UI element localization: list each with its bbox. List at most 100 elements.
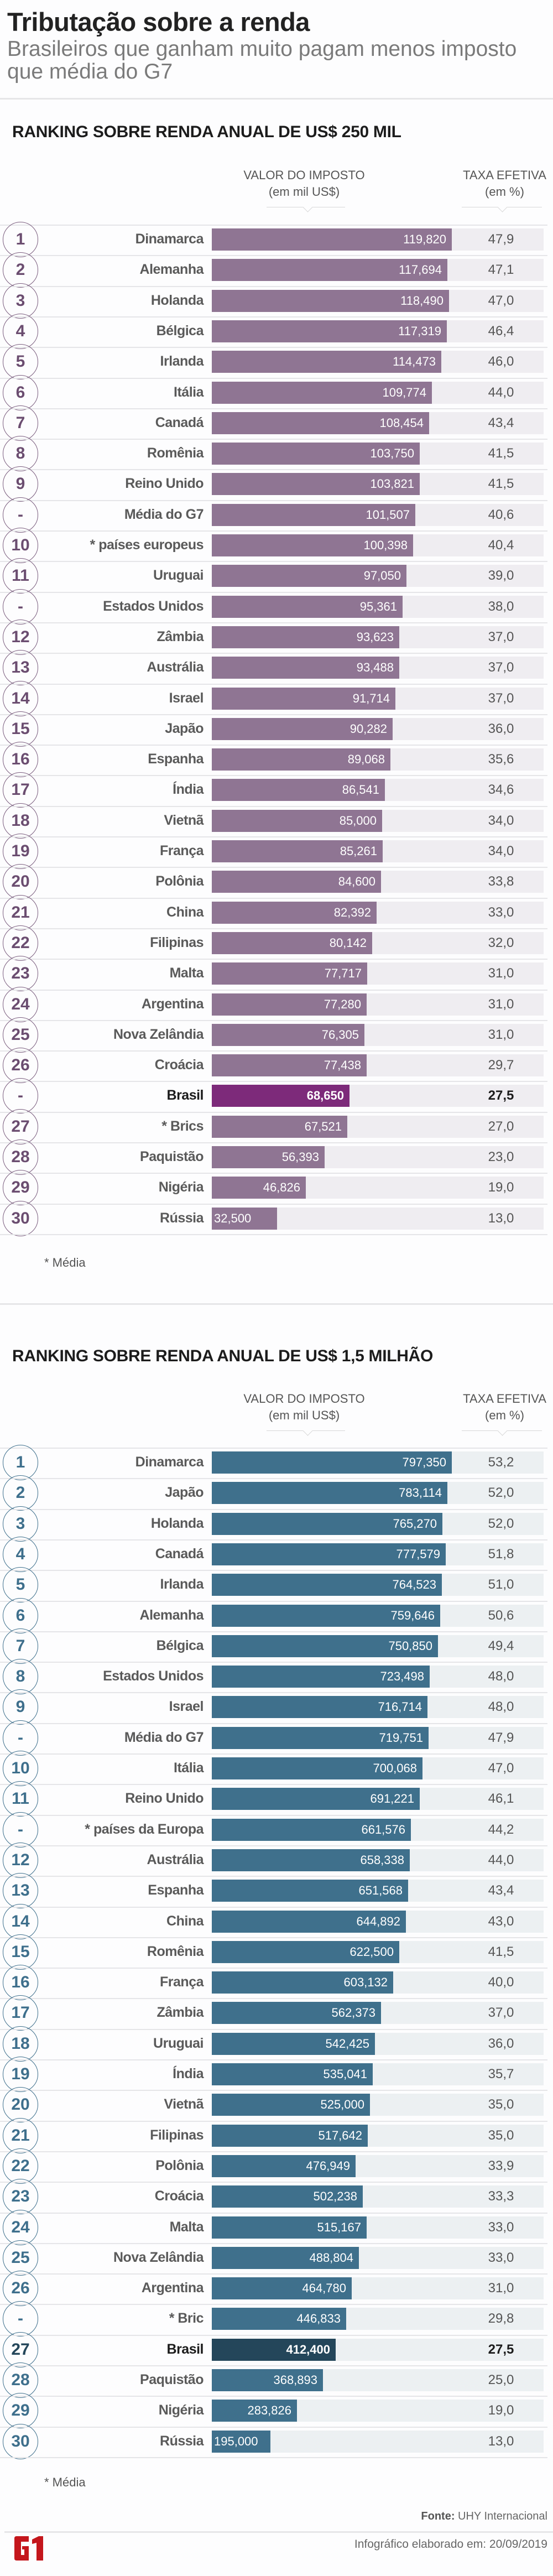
value-bar: 77,438 bbox=[212, 1054, 367, 1077]
value-bar: 108,454 bbox=[212, 412, 429, 434]
value-bar: 515,167 bbox=[212, 2216, 367, 2239]
row-divider bbox=[0, 1906, 547, 1908]
value-bar: 77,717 bbox=[212, 962, 367, 985]
row-divider bbox=[0, 959, 547, 960]
value-bar: 100,398 bbox=[212, 534, 413, 556]
rank-badge: 29 bbox=[3, 2393, 38, 2429]
value-bar: 764,523 bbox=[212, 1574, 442, 1596]
rate-value: 38,0 bbox=[488, 599, 514, 614]
row-divider bbox=[0, 1662, 547, 1663]
country-name: Itália bbox=[174, 1760, 204, 1776]
country-name: Uruguai bbox=[153, 2035, 204, 2051]
row-divider bbox=[0, 1448, 547, 1449]
row-divider bbox=[0, 2059, 547, 2060]
rate-value: 39,0 bbox=[488, 568, 514, 584]
row-divider bbox=[0, 499, 547, 501]
value-bar: 103,821 bbox=[212, 473, 420, 496]
row-divider bbox=[0, 347, 547, 348]
rate-value: 44,0 bbox=[488, 1852, 514, 1867]
rate-value: 52,0 bbox=[488, 1516, 514, 1531]
rate-value: 51,0 bbox=[488, 1577, 514, 1593]
country-name: Paquistão bbox=[140, 1149, 204, 1164]
rate-value: 37,0 bbox=[488, 629, 514, 644]
rate-value: 34,0 bbox=[488, 813, 514, 828]
row-divider bbox=[0, 1478, 547, 1480]
row-divider bbox=[0, 1081, 547, 1083]
country-name: * Brics bbox=[161, 1118, 204, 1134]
value-bar: 82,392 bbox=[212, 901, 377, 924]
rank-badge: 17 bbox=[3, 772, 38, 808]
value-bar: 56,393 bbox=[212, 1146, 325, 1168]
source-value: UHY Internacional bbox=[458, 2510, 547, 2522]
row-divider bbox=[0, 2182, 547, 2183]
source-label: Fonte: bbox=[421, 2510, 455, 2522]
value-bar: 95,361 bbox=[212, 595, 403, 618]
rate-value: 35,0 bbox=[488, 2127, 514, 2143]
value-bar: 32,500 bbox=[212, 1207, 277, 1230]
row-divider bbox=[0, 1539, 547, 1541]
value-bar: 661,576 bbox=[212, 1818, 411, 1841]
rate-value: 27,5 bbox=[488, 1088, 514, 1104]
rate-value: 36,0 bbox=[488, 2036, 514, 2051]
rank-badge: 22 bbox=[3, 925, 38, 961]
value-bar: 195,000 bbox=[212, 2430, 270, 2453]
rate-value: 36,0 bbox=[488, 721, 514, 736]
country-name: * países europeus bbox=[90, 537, 204, 553]
rate-value: 33,8 bbox=[488, 874, 514, 889]
value-bar: 90,282 bbox=[212, 717, 393, 740]
source-credit: Fonte: UHY Internacional bbox=[421, 2510, 547, 2523]
section-title: RANKING SOBRE RENDA ANUAL DE US$ 1,5 MIL… bbox=[12, 1347, 434, 1365]
rank-badge: 24 bbox=[3, 2209, 38, 2245]
country-name: Dinamarca bbox=[135, 1454, 204, 1470]
country-name: Holanda bbox=[150, 1515, 204, 1531]
row-divider bbox=[0, 683, 547, 685]
country-name: Bélgica bbox=[156, 1637, 204, 1653]
footnote: * Média bbox=[44, 2475, 86, 2489]
rate-value: 47,9 bbox=[488, 232, 514, 247]
rate-value: 34,6 bbox=[488, 782, 514, 798]
header-divider bbox=[0, 98, 553, 100]
row-divider bbox=[0, 2242, 547, 2244]
row-divider bbox=[0, 530, 547, 532]
rate-value: 47,9 bbox=[488, 1730, 514, 1745]
rank-badge: - bbox=[3, 1078, 38, 1114]
rank-badge: 18 bbox=[3, 803, 38, 839]
rate-value: 27,0 bbox=[488, 1118, 514, 1134]
country-name: Japão bbox=[165, 1485, 204, 1501]
country-name: Argentina bbox=[141, 996, 204, 1012]
rate-value: 51,8 bbox=[488, 1546, 514, 1562]
country-name: Rússia bbox=[160, 2433, 204, 2449]
rank-badge: 11 bbox=[3, 558, 38, 594]
value-column-title: VALOR DO IMPOSTO bbox=[243, 168, 365, 182]
row-divider bbox=[0, 2457, 547, 2458]
footnote: * Média bbox=[44, 1256, 86, 1269]
page-subtitle: Brasileiros que ganham muito pagam menos… bbox=[7, 37, 517, 84]
row-divider bbox=[0, 2090, 547, 2091]
rate-value: 19,0 bbox=[488, 1180, 514, 1195]
rank-badge: 24 bbox=[3, 986, 38, 1022]
country-name: Austrália bbox=[147, 659, 204, 675]
rate-value: 44,2 bbox=[488, 1822, 514, 1837]
rate-value: 33,3 bbox=[488, 2189, 514, 2204]
row-divider bbox=[0, 1937, 547, 1938]
value-bar: 797,350 bbox=[212, 1451, 452, 1474]
rate-value: 37,0 bbox=[488, 2005, 514, 2021]
rate-value: 34,0 bbox=[488, 844, 514, 858]
value-bar: 80,142 bbox=[212, 931, 372, 954]
row-divider bbox=[0, 1631, 547, 1632]
value-bar: 719,751 bbox=[212, 1726, 429, 1749]
country-name: Alemanha bbox=[139, 1607, 204, 1623]
row-divider bbox=[0, 377, 547, 379]
value-column-unit: (em mil US$) bbox=[268, 185, 340, 199]
rank-badge: - bbox=[3, 589, 38, 625]
rank-badge: - bbox=[3, 2301, 38, 2337]
row-divider bbox=[0, 836, 547, 837]
rate-value: 43,4 bbox=[488, 415, 514, 430]
value-bar: 502,238 bbox=[212, 2185, 363, 2208]
rate-value: 29,8 bbox=[488, 2311, 514, 2327]
rank-badge: 10 bbox=[3, 528, 38, 563]
country-name: Média do G7 bbox=[124, 506, 204, 522]
row-divider bbox=[0, 1876, 547, 1877]
rate-value: 32,0 bbox=[488, 935, 514, 950]
country-name: Média do G7 bbox=[124, 1729, 204, 1745]
